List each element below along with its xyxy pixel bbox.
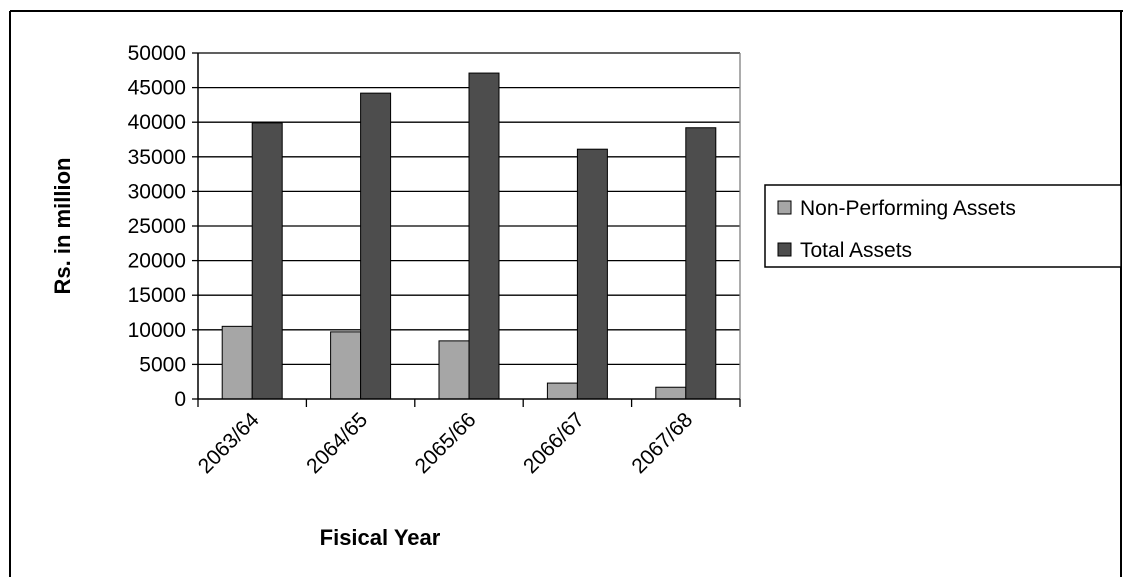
y-tick-labels: 0 5000 10000 15000 20000 25000 30000 35000 40000… <box>128 42 186 411</box>
x-tick-label: 2063/64 <box>194 408 264 478</box>
bar-non-performing-assets-2065-66 <box>438 340 470 400</box>
y-tick-label: 25000 <box>128 215 186 238</box>
y-tick-label: 5000 <box>139 353 186 376</box>
axes <box>192 52 741 407</box>
bars <box>221 72 717 400</box>
y-tick-label: 10000 <box>128 319 186 342</box>
y-axis-title: Rs. in million <box>50 158 75 295</box>
y-tick-label: 40000 <box>128 111 186 134</box>
y-tick-label: 30000 <box>128 180 186 203</box>
y-tick-label: 0 <box>174 388 186 411</box>
bar-non-performing-assets-2064-65 <box>330 331 362 400</box>
bar-total-assets-2066-67 <box>576 148 608 400</box>
x-tick-label: 2066/67 <box>519 408 589 478</box>
y-tick-label: 50000 <box>128 42 186 65</box>
bar-non-performing-assets-2063-64 <box>221 325 253 400</box>
y-tick-label: 45000 <box>128 77 186 100</box>
bar-total-assets-2067-68 <box>685 127 717 400</box>
bar-non-performing-assets-2066-67 <box>546 382 578 400</box>
y-tick-label: 35000 <box>128 146 186 169</box>
legend: Non-Performing Assets Total Assets <box>764 184 1122 268</box>
bar-total-assets-2063-64 <box>251 122 283 400</box>
x-tick-label: 2067/68 <box>627 408 697 478</box>
bar-non-performing-assets-2067-68 <box>655 386 687 400</box>
x-tick-label: 2065/66 <box>411 408 481 478</box>
bar-total-assets-2064-65 <box>360 92 392 400</box>
legend-box <box>764 184 1122 268</box>
x-axis-title: Fisical Year <box>320 525 441 550</box>
y-tick-label: 20000 <box>128 250 186 273</box>
legend-swatch-non-performing-assets <box>777 200 792 215</box>
x-tick-label: 2064/65 <box>302 408 372 478</box>
legend-label-non-performing-assets: Non-Performing Assets <box>800 197 1016 220</box>
x-tick-labels: 2063/64 2064/65 2065/66 2066/67 2067/68 <box>194 408 698 478</box>
legend-label-total-assets: Total Assets <box>800 239 912 262</box>
legend-swatch-total-assets <box>777 242 792 257</box>
bar-total-assets-2065-66 <box>468 72 500 400</box>
y-tick-label: 15000 <box>128 284 186 307</box>
